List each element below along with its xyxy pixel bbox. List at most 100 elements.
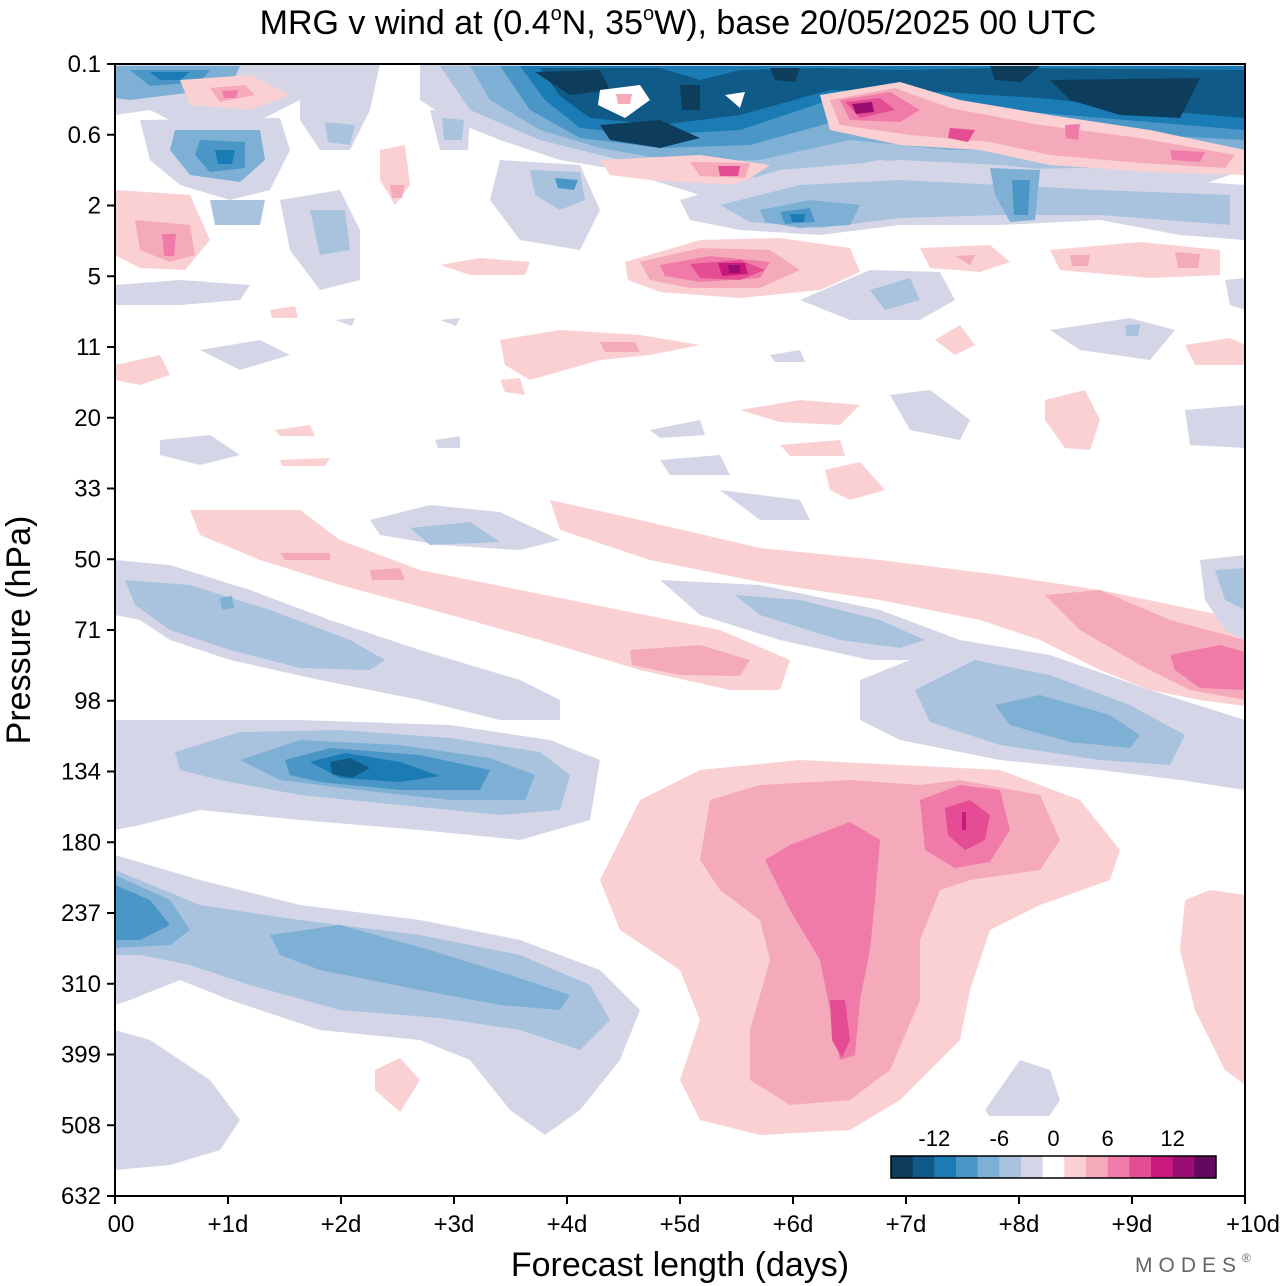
contour-pos-band-50-4 (630, 645, 750, 676)
colorbar-label: 0 (1047, 1126, 1059, 1151)
contour-pos-ribbon-3 (718, 166, 740, 176)
contour-neg-lower-5 (115, 885, 170, 940)
contour-pos-33hpa-1 (825, 462, 885, 500)
contour-neg-20hpa-2 (1185, 405, 1245, 448)
x-tick-label: +8d (999, 1211, 1040, 1238)
contour-neg-upper-d (215, 150, 235, 164)
y-tick-label: 237 (61, 900, 101, 927)
contour-neg-33hpa-2 (410, 522, 500, 545)
contour-pos-5hpa-a (440, 258, 530, 275)
contour-group-mid-upper (115, 145, 1245, 395)
y-tick-label: 310 (61, 971, 101, 998)
contour-neg-20hpa-6 (660, 455, 730, 475)
contour-neg-bottom-2 (985, 1060, 1060, 1130)
contour-neg-upper-e (210, 200, 265, 225)
x-tick-label: +5d (660, 1211, 701, 1238)
contour-pos-20hpa-1 (740, 400, 860, 425)
contour-pos-blob-6 (962, 812, 966, 830)
contour-neg-big-7d (1050, 78, 1200, 118)
contour-hole-white-2 (725, 92, 745, 108)
contour-pos-11hpa-3 (115, 355, 170, 385)
x-tick-label: +2d (321, 1211, 362, 1238)
contour-pos-upper-6 (948, 128, 975, 142)
colorbar: -12 -6 0 6 12 (889, 1116, 1220, 1182)
contour-neg-mid-top (300, 64, 380, 150)
y-tick-label: 0.1 (68, 51, 101, 78)
x-tick-label: +1d (208, 1211, 249, 1238)
contour-neg-11hpa-3 (335, 318, 355, 326)
y-tick-label: 399 (61, 1042, 101, 1069)
y-tick-label: 2 (88, 193, 101, 220)
contour-pos-left-3 (162, 234, 176, 256)
contour-neg-band-50-7 (1215, 568, 1245, 610)
colorbar-swatch (1129, 1156, 1152, 1178)
contour-pos-11hpa-2 (600, 342, 640, 352)
contour-pos-bottom-small-1 (375, 1058, 420, 1112)
contour-neg-98-3 (995, 695, 1140, 748)
x-tick-label: +3d (434, 1211, 475, 1238)
contour-pos-5hpa-f (1175, 252, 1200, 268)
contour-pos-upper-8 (1170, 150, 1205, 162)
colorbar-label: 6 (1102, 1126, 1114, 1151)
y-tick-label: 5 (88, 263, 101, 290)
contour-pos-blob-3 (765, 822, 880, 1060)
contour-pos-ribbon-1 (600, 155, 770, 185)
contour-pos-20hpa-4 (280, 458, 330, 466)
y-tick-label: 0.6 (68, 122, 101, 149)
contour-pos-11hpa-5 (1185, 338, 1245, 365)
contour-neg-20hpa-1 (890, 390, 970, 440)
contour-group-lower-mid (115, 640, 1245, 1170)
colorbar-swatch (1021, 1156, 1044, 1178)
contour-pos-20hpa-2 (1045, 390, 1100, 450)
colorbar-swatch (977, 1156, 1000, 1178)
contour-pos-small-2 (390, 185, 405, 198)
contour-neg-mid-3 (555, 178, 578, 190)
contour-neg-big-7a (535, 70, 610, 95)
y-tick-label: 20 (74, 405, 101, 432)
colorbar-label: -12 (918, 1126, 950, 1151)
y-tick-label: 11 (76, 334, 101, 361)
contour-neg-5hpa-5 (1125, 324, 1140, 336)
colorbar-swatch (934, 1156, 957, 1178)
x-tick-label: +10d (1226, 1211, 1280, 1238)
contour-neg-134-6 (330, 758, 370, 778)
contour-pos-5hpa-6 (728, 265, 740, 273)
x-tick-label: +9d (1112, 1211, 1153, 1238)
x-axis: 00 +1d +2d +3d +4d +5d +6d +7d +8d +9d +10d (108, 1196, 1280, 1238)
contour-hole-pink (616, 94, 632, 104)
contour-pos-top-3 (222, 90, 238, 98)
registered-mark: ® (1242, 1251, 1251, 1265)
x-tick-label: +4d (547, 1211, 588, 1238)
colorbar-swatch (891, 1156, 914, 1178)
contour-neg-11hpa-1 (200, 340, 290, 370)
contour-neg-band-50-5 (735, 595, 925, 648)
contour-neg-bottom-1 (115, 1030, 240, 1170)
contour-pos-5hpa-c (955, 255, 975, 265)
colorbar-swatch (912, 1156, 935, 1178)
contour-pos-blob-5 (945, 800, 990, 850)
contour-neg-5hpa-4 (1050, 318, 1175, 360)
contour-pos-11hpa-7 (270, 306, 298, 318)
contour-neg-big-7f (680, 85, 700, 110)
contour-neg-20hpa-5 (435, 436, 460, 448)
y-tick-label: 71 (74, 617, 101, 644)
colorbar-swatch (956, 1156, 979, 1178)
contour-neg-left-4 (442, 118, 464, 140)
colorbar-swatch (1107, 1156, 1130, 1178)
colorbar-swatch (1086, 1156, 1109, 1178)
y-tick-label: 508 (61, 1112, 101, 1139)
contour-pos-right-1 (1180, 890, 1245, 1085)
y-tick-label: 50 (74, 546, 101, 573)
chart-title: MRG v wind at (0.4oN, 35oW), base 20/05/… (260, 3, 1097, 42)
colorbar-label: -6 (990, 1126, 1010, 1151)
colorbar-swatch (1064, 1156, 1087, 1178)
contour-neg-5hpa-1 (115, 280, 250, 305)
contour-pos-20hpa-3 (275, 425, 315, 436)
contour-pos-5hpa-d (1050, 242, 1220, 278)
contour-neg-band-2hpa-7 (1012, 180, 1030, 215)
contour-pos-11hpa-1 (500, 330, 700, 380)
contour-group-upper (115, 64, 1245, 290)
contour-pos-upper-7 (1065, 124, 1080, 140)
contour-pos-upper-2 (830, 88, 1235, 168)
